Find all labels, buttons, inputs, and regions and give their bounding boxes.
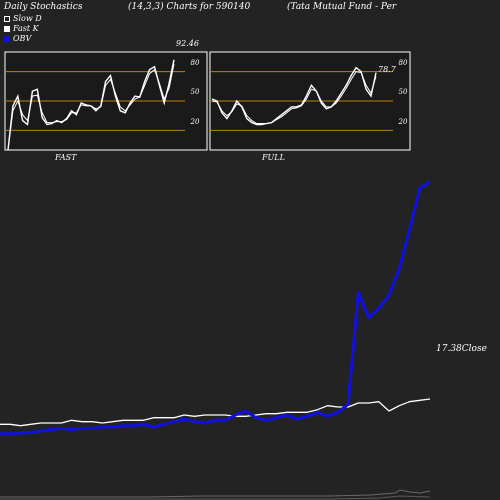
full-level-lines — [210, 71, 393, 131]
volume-trace-lower — [0, 495, 431, 500]
fast-series-group — [7, 59, 175, 151]
header-instrument: (Tata Mutual Fund - Per — [287, 2, 397, 12]
full-panel: 80 50 20 78.7 FULL — [209, 51, 411, 162]
full-panel-title: FULL — [261, 153, 285, 162]
price-last-value: 17.38 — [436, 344, 462, 354]
fast-k-swatch-icon — [4, 26, 10, 32]
chart-header: Daily Stochastics (14,3,3) Charts for 59… — [0, 0, 500, 14]
full-series-group — [211, 66, 377, 126]
price-series-group — [0, 180, 431, 436]
fast-ytick-20: 20 — [190, 118, 200, 126]
fast-y-ticks: 80 50 20 — [190, 59, 200, 126]
header-title: Daily Stochastics — [4, 2, 83, 12]
full-y-ticks: 80 50 20 — [398, 59, 408, 126]
full-ytick-50: 50 — [399, 88, 408, 96]
full-ytick-20: 20 — [398, 118, 408, 126]
full-last-value-label: 78.7 — [378, 65, 397, 74]
full-series-full-d — [211, 71, 377, 124]
volume-strip — [0, 489, 431, 500]
full-ytick-80: 80 — [399, 59, 408, 67]
price-last-label: 17.38Close — [436, 344, 487, 354]
fast-panel-title: FAST — [54, 153, 77, 162]
full-series-full-k — [211, 66, 377, 126]
legend-item-fast-k: Fast K — [4, 24, 42, 34]
legend-item-slow-d: Slow D — [4, 14, 42, 24]
fast-panel: 80 50 20 92.46 FAST — [4, 39, 208, 162]
legend-item-obv: OBV — [4, 34, 42, 44]
price-last-suffix: Close — [462, 344, 487, 354]
legend-label-obv: OBV — [13, 34, 32, 43]
price-series-obv — [0, 180, 431, 436]
fast-series-slow-d — [7, 63, 175, 151]
legend-label-slow-d: Slow D — [13, 14, 42, 23]
fast-ytick-80: 80 — [191, 59, 200, 67]
slow-d-swatch-icon — [4, 16, 10, 22]
price-obv-panel: 17.38Close — [0, 180, 487, 436]
volume-trace-upper — [0, 489, 431, 498]
price-series-close — [0, 398, 431, 427]
fast-last-value-label: 92.46 — [176, 39, 199, 48]
header-params: (14,3,3) Charts for 590140 — [128, 2, 251, 12]
legend-label-fast-k: Fast K — [13, 24, 39, 33]
legend: Slow D Fast K OBV — [4, 14, 42, 44]
fast-ytick-50: 50 — [191, 88, 200, 96]
obv-swatch-icon — [4, 36, 10, 42]
